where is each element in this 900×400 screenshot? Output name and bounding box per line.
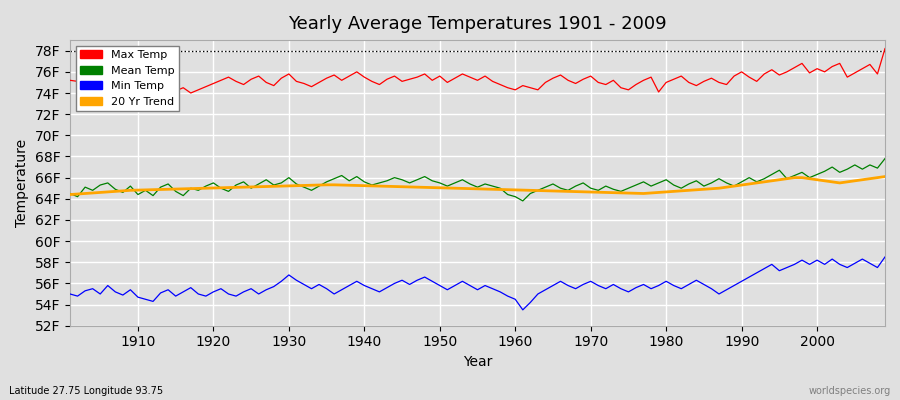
Text: worldspecies.org: worldspecies.org	[809, 386, 891, 396]
Legend: Max Temp, Mean Temp, Min Temp, 20 Yr Trend: Max Temp, Mean Temp, Min Temp, 20 Yr Tre…	[76, 46, 179, 111]
X-axis label: Year: Year	[463, 355, 492, 369]
Title: Yearly Average Temperatures 1901 - 2009: Yearly Average Temperatures 1901 - 2009	[288, 15, 667, 33]
Text: Latitude 27.75 Longitude 93.75: Latitude 27.75 Longitude 93.75	[9, 386, 163, 396]
Y-axis label: Temperature: Temperature	[15, 139, 29, 227]
